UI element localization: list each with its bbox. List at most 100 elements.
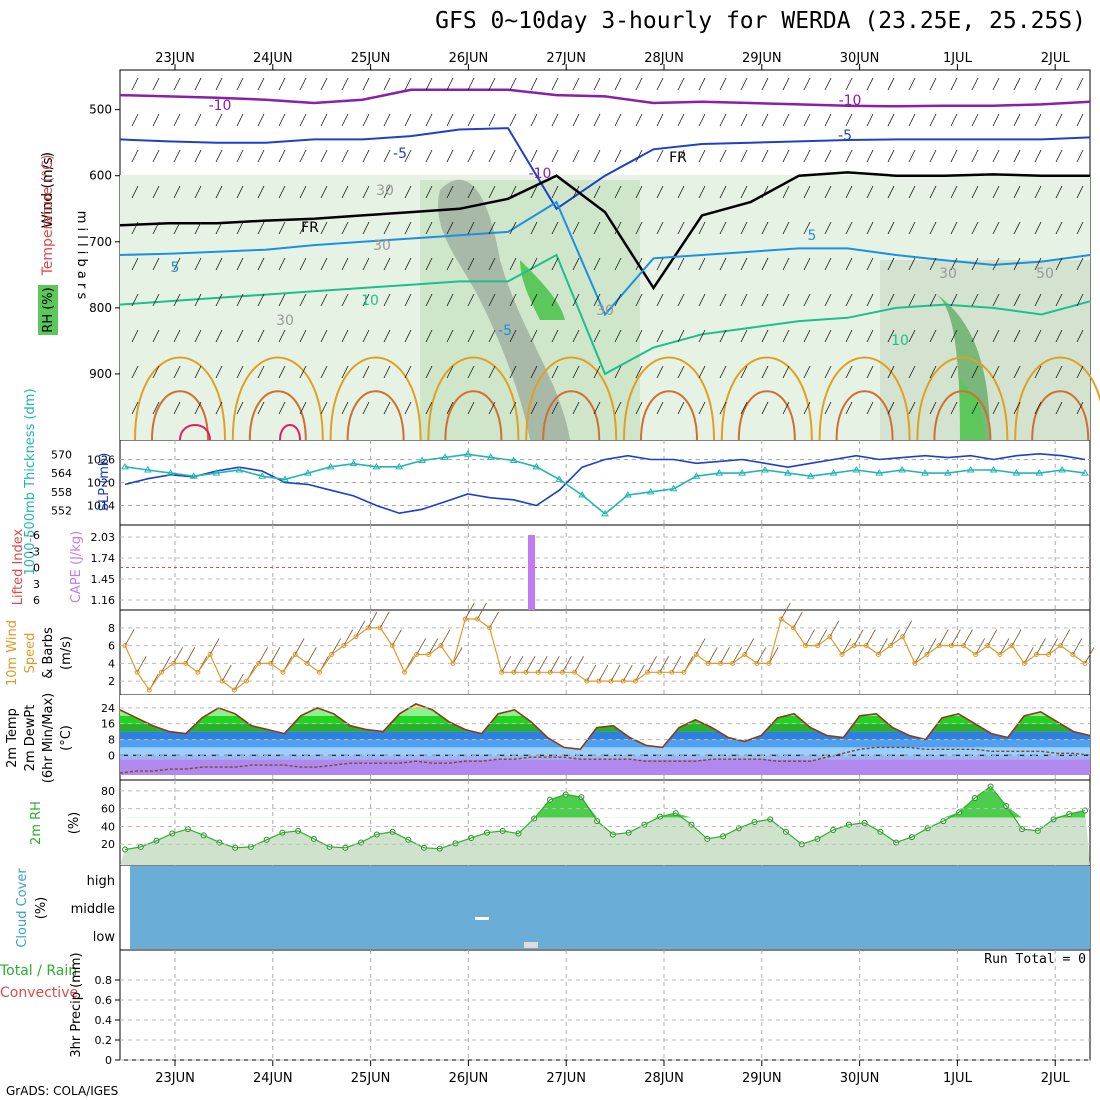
wind-barb-10m (124, 629, 135, 646)
wind-speed-marker (900, 634, 906, 640)
wind-barb (551, 113, 559, 127)
wind-barb (425, 77, 433, 91)
wind-barb (761, 401, 769, 415)
wind-barb (572, 365, 580, 379)
wind-barb (530, 329, 538, 343)
wind-barb (320, 77, 328, 91)
temp-band (120, 747, 1090, 756)
wind-barb (278, 113, 286, 127)
wind-barb (971, 77, 979, 91)
wind-barb (320, 329, 328, 343)
wind-barb (530, 293, 538, 307)
wind-barb (530, 221, 538, 235)
wind-barb (173, 365, 181, 379)
wind-barb (383, 149, 391, 163)
wind-barb (1034, 185, 1042, 199)
wind-barb (278, 401, 286, 415)
wind-speed-marker (389, 643, 395, 649)
wind-barb (866, 113, 874, 127)
wind-barb-10m (331, 638, 341, 655)
wind-barb-10m (209, 638, 220, 655)
precip-tick-label: 0.6 (95, 994, 113, 1007)
cloud-cover-area (130, 866, 1090, 949)
wind-barb (740, 257, 748, 271)
wind-barb (467, 185, 475, 199)
wind-barb-10m (234, 673, 244, 691)
wind-barb-10m (610, 664, 621, 682)
wind-barb (299, 185, 307, 199)
wind-barb-10m (817, 629, 828, 646)
wind-barb (299, 221, 307, 235)
wind-barb (194, 149, 202, 163)
wind-barb (782, 365, 790, 379)
wind-barb (1013, 293, 1021, 307)
contour-label: -10 (209, 98, 232, 114)
wind-tick-label: 6 (108, 640, 115, 653)
wind-barb (173, 293, 181, 307)
wind-barb (908, 293, 916, 307)
wind-barb (173, 77, 181, 91)
wind-barb (299, 257, 307, 271)
wind-barb (635, 185, 643, 199)
wind-barb (719, 77, 727, 91)
wind-barb-10m (622, 664, 633, 682)
wind-barb (425, 401, 433, 415)
wind-speed-marker (973, 652, 979, 657)
wind-barb-10m (513, 656, 524, 673)
contour-label: FR (301, 220, 319, 236)
temp-mask (120, 695, 1090, 750)
wind-barb (299, 365, 307, 379)
slp-label: SLP (mb) (97, 453, 112, 512)
wind-barb (278, 185, 286, 199)
wind-barb (173, 401, 181, 415)
wind-barb-10m (975, 638, 985, 655)
wind-barb (173, 257, 181, 271)
wind-barb (362, 401, 370, 415)
wind-barb (425, 365, 433, 379)
date-label-top: 23JUN (155, 51, 195, 66)
wind-speed-marker (341, 643, 347, 649)
wind-barb (656, 257, 664, 271)
wind-barb (593, 329, 601, 343)
wind-barb (530, 113, 538, 127)
wind-barb (782, 257, 790, 271)
wind-barb (950, 329, 958, 343)
wind-barb (803, 257, 811, 271)
temperature-label: Temperature (°C) (40, 155, 56, 277)
wind-barb (929, 221, 937, 235)
wind-speed-marker (912, 660, 918, 666)
wind-barb (992, 77, 1000, 91)
wind-barb-10m (355, 620, 366, 637)
wind-barb (1055, 221, 1063, 235)
wind-barb (992, 185, 1000, 199)
wind-barb (530, 149, 538, 163)
wind-barb (320, 365, 328, 379)
date-label-top: 24JUN (253, 51, 293, 66)
wind-barb-10m (416, 638, 426, 655)
wind-barb (131, 221, 139, 235)
temp-tick-label: 16 (101, 718, 115, 731)
contour-label: 10 (361, 293, 379, 309)
temp-contour-20 (835, 390, 894, 441)
wind-barb (824, 365, 832, 379)
wind-barb (236, 293, 244, 307)
wind-barb (782, 329, 790, 343)
wind-barb (1055, 185, 1063, 199)
temp-tick-label: 24 (101, 702, 115, 715)
wind-speed-marker (438, 643, 444, 649)
wind-speed-marker (146, 687, 152, 693)
wind-speed-marker (195, 669, 201, 675)
wind-barb-10m (841, 638, 852, 655)
wind-barb (866, 401, 874, 415)
wind-barb (887, 365, 895, 379)
temp-band (120, 731, 1090, 740)
wind-barb-10m (647, 656, 657, 673)
wind-barb (866, 221, 874, 235)
precip-convective-label: Convective (0, 985, 78, 1001)
wind-barb (782, 293, 790, 307)
wind-barb-10m (1011, 629, 1022, 646)
wind-barb (719, 365, 727, 379)
wind-barb (824, 401, 832, 415)
contour-label: 30 (376, 183, 394, 199)
wind-barb (425, 293, 433, 307)
